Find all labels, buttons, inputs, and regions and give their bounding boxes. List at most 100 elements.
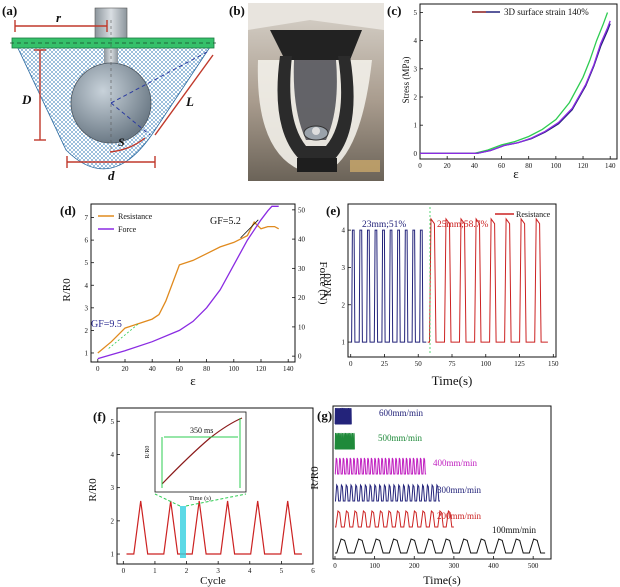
xtick-g-200: 200 xyxy=(409,562,420,570)
ylabel-d-right: Force (N) xyxy=(317,261,329,304)
ytick-f-5: 5 xyxy=(111,418,115,426)
series-g-4 xyxy=(335,509,454,528)
series-c-navy xyxy=(420,23,611,155)
xtick-f-4: 4 xyxy=(248,567,252,575)
ytick-c-3: 3 xyxy=(414,65,418,73)
panel-label-f: (f) xyxy=(93,409,106,424)
panel-g: (g) 0 100 200 300 400 500 600mm/min 500mm/min… xyxy=(309,405,552,587)
series-c-green xyxy=(420,12,609,155)
annotation-gf-9-5: GF=9.5 xyxy=(91,319,122,330)
xtick-d-100: 100 xyxy=(229,365,240,373)
annotation-25mm: 25mm;58.7% xyxy=(437,220,489,230)
series-g-3 xyxy=(335,483,440,502)
fit-line-gf-9-5 xyxy=(108,323,139,349)
label-300: 300mm/min xyxy=(437,485,482,495)
panel-a: (a) r D L S d xyxy=(2,3,216,183)
inset-f: 350 ms Time (s) R/R0 xyxy=(145,411,247,502)
series-g-2 xyxy=(334,457,427,475)
xtick-d-20: 20 xyxy=(122,365,130,373)
series-f-resistance xyxy=(126,500,302,555)
xtick-e-75: 75 xyxy=(449,360,457,368)
annotation-gf-5-2: GF=5.2 xyxy=(210,216,241,227)
ytick-e-3: 3 xyxy=(342,264,346,272)
axes-c: 0 20 40 60 80 100 120 140 0 1 2 3 4 5 xyxy=(414,9,616,170)
ytick-c-2: 2 xyxy=(414,94,418,102)
label-100: 100mm/min xyxy=(492,525,537,535)
xtick-d-0: 0 xyxy=(96,365,100,373)
panel-d: (d) 0 20 40 60 80 100 120 140 1 2 3 4 5 6 7 0 10 20 30 40 50… xyxy=(60,203,329,388)
xtick-e-100: 100 xyxy=(481,360,492,368)
xtick-e-0: 0 xyxy=(349,360,353,368)
xtick-f-1: 1 xyxy=(153,567,157,575)
ytick-d-right-40: 40 xyxy=(298,236,306,244)
panel-b: (b) xyxy=(229,3,384,181)
xtick-d-120: 120 xyxy=(256,365,267,373)
legend-d-resistance: Resistance xyxy=(118,212,153,221)
label-L: L xyxy=(185,94,194,109)
xlabel-g: Time(s) xyxy=(423,573,461,587)
label-r: r xyxy=(56,10,62,25)
plot-frame-f xyxy=(116,407,314,565)
xtick-d-80: 80 xyxy=(203,365,211,373)
panel-e: (e) 0 25 50 75 100 125 150 1 2 3 4 Resistance 23mm… xyxy=(322,203,559,388)
series-group-d xyxy=(97,205,280,360)
xtick-f-6: 6 xyxy=(311,567,315,575)
xtick-g-0: 0 xyxy=(333,562,337,570)
ytick-e-4: 4 xyxy=(342,227,346,235)
panel-label-b: (b) xyxy=(229,3,245,18)
xtick-e-50: 50 xyxy=(415,360,423,368)
xtick-c-40: 40 xyxy=(471,162,479,170)
series-group-f xyxy=(126,500,302,555)
xtick-d-40: 40 xyxy=(149,365,157,373)
series-group-c xyxy=(420,12,611,155)
plot-frame-d xyxy=(90,203,296,363)
pressing-rod xyxy=(94,7,128,41)
label-d: d xyxy=(108,168,115,183)
ytick-d-left-7: 7 xyxy=(85,214,89,222)
panel-label-a: (a) xyxy=(2,3,17,18)
ytick-f-2: 2 xyxy=(111,517,115,525)
panel-label-c: (c) xyxy=(387,3,401,18)
inset-frame xyxy=(154,411,247,493)
series-group-e xyxy=(350,217,548,343)
ytick-d-left-3: 3 xyxy=(85,304,89,312)
xtick-d-60: 60 xyxy=(176,365,184,373)
xtick-c-0: 0 xyxy=(418,162,422,170)
plot-frame-g xyxy=(332,405,552,560)
series-d-resistance xyxy=(97,221,280,354)
plot-frame-c xyxy=(419,3,618,160)
axes-d: 0 20 40 60 80 100 120 140 1 2 3 4 5 6 7 0 10 20 30 40 50 xyxy=(85,206,306,373)
label-200: 200mm/min xyxy=(437,511,482,521)
legend-d-force: Force xyxy=(118,225,137,234)
zoom-highlight xyxy=(180,506,186,558)
panel-label-d: (d) xyxy=(60,203,76,218)
series-e-1 xyxy=(427,217,548,343)
xtick-g-300: 300 xyxy=(449,562,460,570)
series-g-5 xyxy=(335,538,546,554)
series-g-0 xyxy=(334,407,352,425)
series-d-force xyxy=(97,205,279,360)
panel-label-e: (e) xyxy=(326,203,340,218)
ytick-c-1: 1 xyxy=(414,122,418,130)
label-400: 400mm/min xyxy=(433,458,478,468)
xtick-g-100: 100 xyxy=(369,562,380,570)
ytick-c-5: 5 xyxy=(414,9,418,17)
ylabel-d-left: R/R0 xyxy=(61,278,73,302)
ytick-d-left-6: 6 xyxy=(85,237,89,245)
xtick-f-2: 2 xyxy=(185,567,189,575)
fit-line-gf-5-2 xyxy=(240,219,259,239)
dim-S xyxy=(109,137,146,153)
ytick-d-left-4: 4 xyxy=(85,282,89,290)
panel-c: (c) 0 20 40 60 80 100 120 140 0 1 2 3 4 5 3D surface … xyxy=(387,3,618,181)
ylabel-c: Stress (MPa) xyxy=(401,57,411,104)
ytick-d-right-50: 50 xyxy=(298,206,306,214)
inset-annotation: 350 ms xyxy=(190,426,213,435)
ytick-f-3: 3 xyxy=(111,484,115,492)
inset-xlabel: Time (s) xyxy=(189,495,211,502)
series-group-g xyxy=(334,407,546,554)
ylabel-f: R/R0 xyxy=(87,478,99,502)
ylabel-e: R/R0 xyxy=(322,273,334,297)
